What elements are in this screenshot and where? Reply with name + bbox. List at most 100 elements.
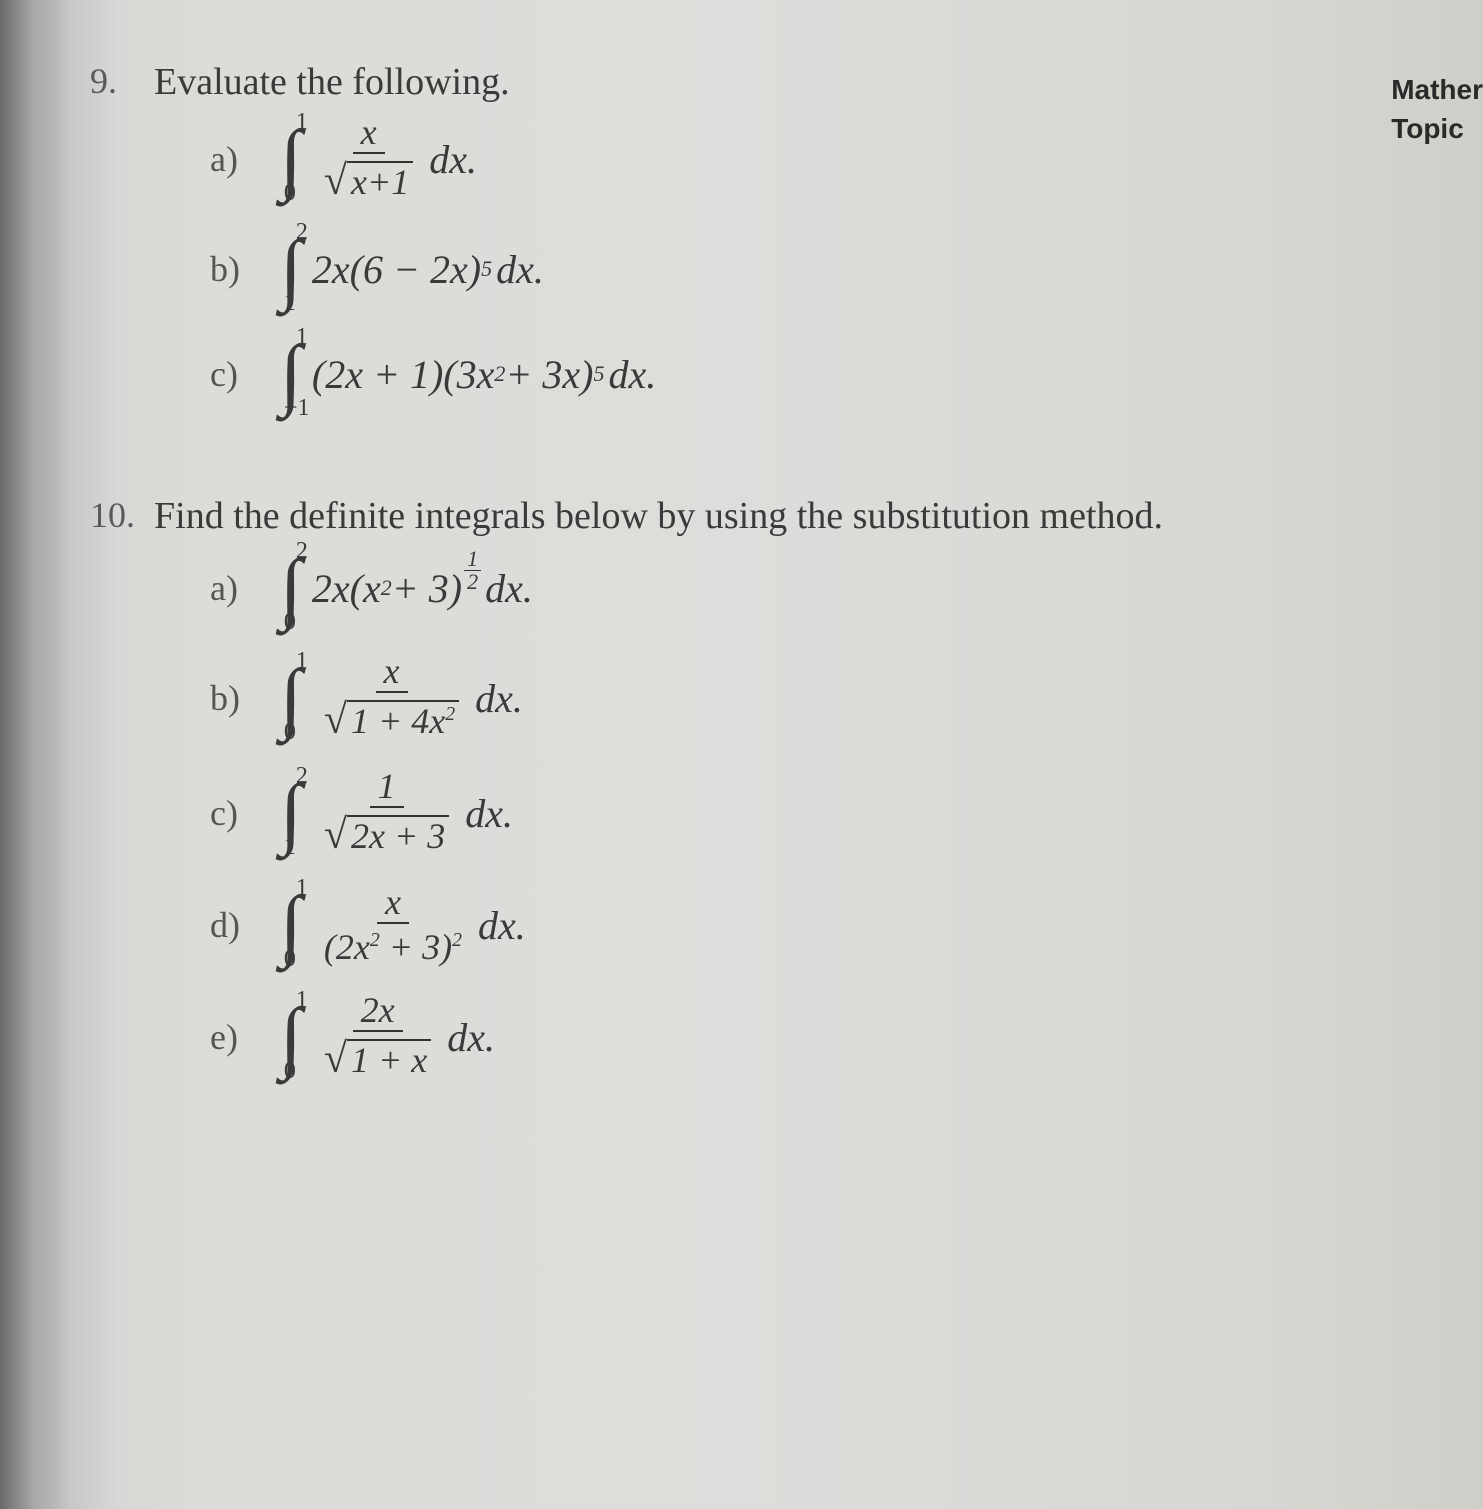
integral-sign: ∫ 1 0	[280, 658, 304, 738]
q9-text: Evaluate the following.	[154, 60, 510, 104]
frac-exponent: 12	[464, 548, 481, 593]
factor2: + 3x)	[505, 351, 593, 398]
dx: dx.	[608, 351, 656, 398]
q10-number: 10.	[90, 494, 150, 536]
dx: dx.	[496, 246, 544, 293]
q10-item-d: d) ∫ 1 0 x (2x2 + 3)2 dx.	[210, 884, 1443, 968]
numerator: x	[353, 114, 385, 154]
denominator: √ 1 + x	[316, 1032, 439, 1082]
dx: dx.	[465, 790, 513, 837]
int-symbol: ∫	[280, 1013, 302, 1061]
integral-sign: ∫ 2 0	[280, 548, 304, 628]
sqrt: √ 1 + 4x2	[324, 697, 459, 743]
integral-sign: ∫ 1 0	[280, 997, 304, 1077]
q10-item-e: e) ∫ 1 0 2x √ 1 + x	[210, 992, 1443, 1082]
int-upper: 2	[296, 538, 308, 565]
numerator: 1	[370, 768, 404, 808]
integral-sign: ∫ 1 0	[280, 885, 304, 965]
exp1: 2	[494, 361, 505, 387]
int-lower: 0	[284, 719, 296, 746]
sqrt-content: 1 + 4x2	[347, 700, 459, 742]
d2: + 3)	[380, 927, 452, 967]
int-lower: 1	[284, 290, 296, 317]
int-lower: 0	[284, 180, 296, 207]
sqrt: √ 2x + 3	[324, 812, 449, 858]
sa: 1 + 4x	[351, 701, 445, 741]
q10a-expr: ∫ 2 0 2x(x2 + 3)12 dx.	[280, 548, 533, 628]
dx: dx.	[478, 902, 526, 949]
sqrt-sign: √	[324, 1036, 347, 1082]
q9-items: a) ∫ 1 0 x √ x+1	[210, 114, 1443, 414]
q10c-label: c)	[210, 792, 280, 834]
int-upper: 1	[296, 648, 308, 675]
numerator: x	[377, 884, 409, 924]
q9-item-b: b) ∫ 2 1 2x(6 − 2x)5 dx.	[210, 229, 1443, 309]
q10e-label: e)	[210, 1016, 280, 1058]
denominator: √ 1 + 4x2	[316, 693, 467, 743]
q10d-label: d)	[210, 904, 280, 946]
int-upper: 2	[296, 763, 308, 790]
int-symbol: ∫	[280, 674, 302, 722]
sqrt: √ x+1	[324, 158, 413, 204]
sqrt-content: 1 + x	[347, 1039, 431, 1081]
fraction: x √ 1 + 4x2	[316, 653, 467, 743]
fe-den: 2	[464, 571, 481, 593]
q9a-label: a)	[210, 138, 280, 180]
integral-sign: ∫ 2 1	[280, 773, 304, 853]
sqrt-sign: √	[324, 697, 347, 743]
integral-sign: ∫ 1 0	[280, 119, 304, 199]
int-symbol: ∫	[280, 350, 302, 398]
int-symbol: ∫	[280, 245, 302, 293]
fraction: x √ x+1	[316, 114, 421, 204]
q9b-expr: ∫ 2 1 2x(6 − 2x)5 dx.	[280, 229, 544, 309]
page-content: 9. Evaluate the following. a) ∫ 1 0 x	[90, 60, 1443, 1142]
q10-text: Find the definite integrals below by usi…	[154, 494, 1163, 538]
question-9: 9. Evaluate the following. a) ∫ 1 0 x	[90, 60, 1443, 414]
sqrt-sign: √	[324, 812, 347, 858]
denominator: √ 2x + 3	[316, 808, 457, 858]
q10b-label: b)	[210, 677, 280, 719]
dx: dx.	[447, 1014, 495, 1061]
int-lower: −1	[284, 395, 310, 422]
int-upper: 1	[296, 324, 308, 351]
q10-item-a: a) ∫ 2 0 2x(x2 + 3)12 dx.	[210, 548, 1443, 628]
body: 2x(6 − 2x)	[312, 246, 481, 293]
int-symbol: ∫	[280, 789, 302, 837]
fraction: 2x √ 1 + x	[316, 992, 439, 1082]
numerator: x	[376, 653, 408, 693]
sqrt-content: x+1	[347, 161, 413, 203]
q10-item-b: b) ∫ 1 0 x √ 1 + 4x2	[210, 653, 1443, 743]
int-symbol: ∫	[280, 135, 302, 183]
de2: 2	[452, 929, 462, 951]
q9-item-c: c) ∫ 1 −1 (2x + 1)(3x2 + 3x)5 dx.	[210, 334, 1443, 414]
int-lower: 0	[284, 1058, 296, 1085]
integral-sign: ∫ 2 1	[280, 229, 304, 309]
int-symbol: ∫	[280, 564, 302, 612]
exp1: 2	[381, 575, 392, 601]
integral-sign: ∫ 1 −1	[280, 334, 304, 414]
q10-item-c: c) ∫ 2 1 1 √ 2x + 3	[210, 768, 1443, 858]
denominator: (2x2 + 3)2	[316, 924, 470, 968]
exp2: 5	[593, 361, 604, 387]
body: 2x(x	[312, 565, 381, 612]
body2: + 3)	[392, 565, 462, 612]
q9a-expr: ∫ 1 0 x √ x+1	[280, 114, 477, 204]
int-upper: 1	[296, 109, 308, 136]
denominator: √ x+1	[316, 154, 421, 204]
q10e-expr: ∫ 1 0 2x √ 1 + x	[280, 992, 495, 1082]
dx: dx.	[429, 136, 477, 183]
dx: dx.	[485, 565, 533, 612]
factor1: (2x + 1)(3x	[312, 351, 494, 398]
q10a-label: a)	[210, 567, 280, 609]
int-upper: 1	[296, 875, 308, 902]
q10b-expr: ∫ 1 0 x √ 1 + 4x2	[280, 653, 523, 743]
int-lower: 0	[284, 609, 296, 636]
fraction: x (2x2 + 3)2	[316, 884, 470, 968]
q10c-expr: ∫ 2 1 1 √ 2x + 3	[280, 768, 513, 858]
int-symbol: ∫	[280, 901, 302, 949]
int-lower: 0	[284, 946, 296, 973]
numerator: 2x	[353, 992, 403, 1032]
q9-item-a: a) ∫ 1 0 x √ x+1	[210, 114, 1443, 204]
exponent: 5	[481, 256, 492, 282]
sqrt-content: 2x + 3	[347, 815, 449, 857]
